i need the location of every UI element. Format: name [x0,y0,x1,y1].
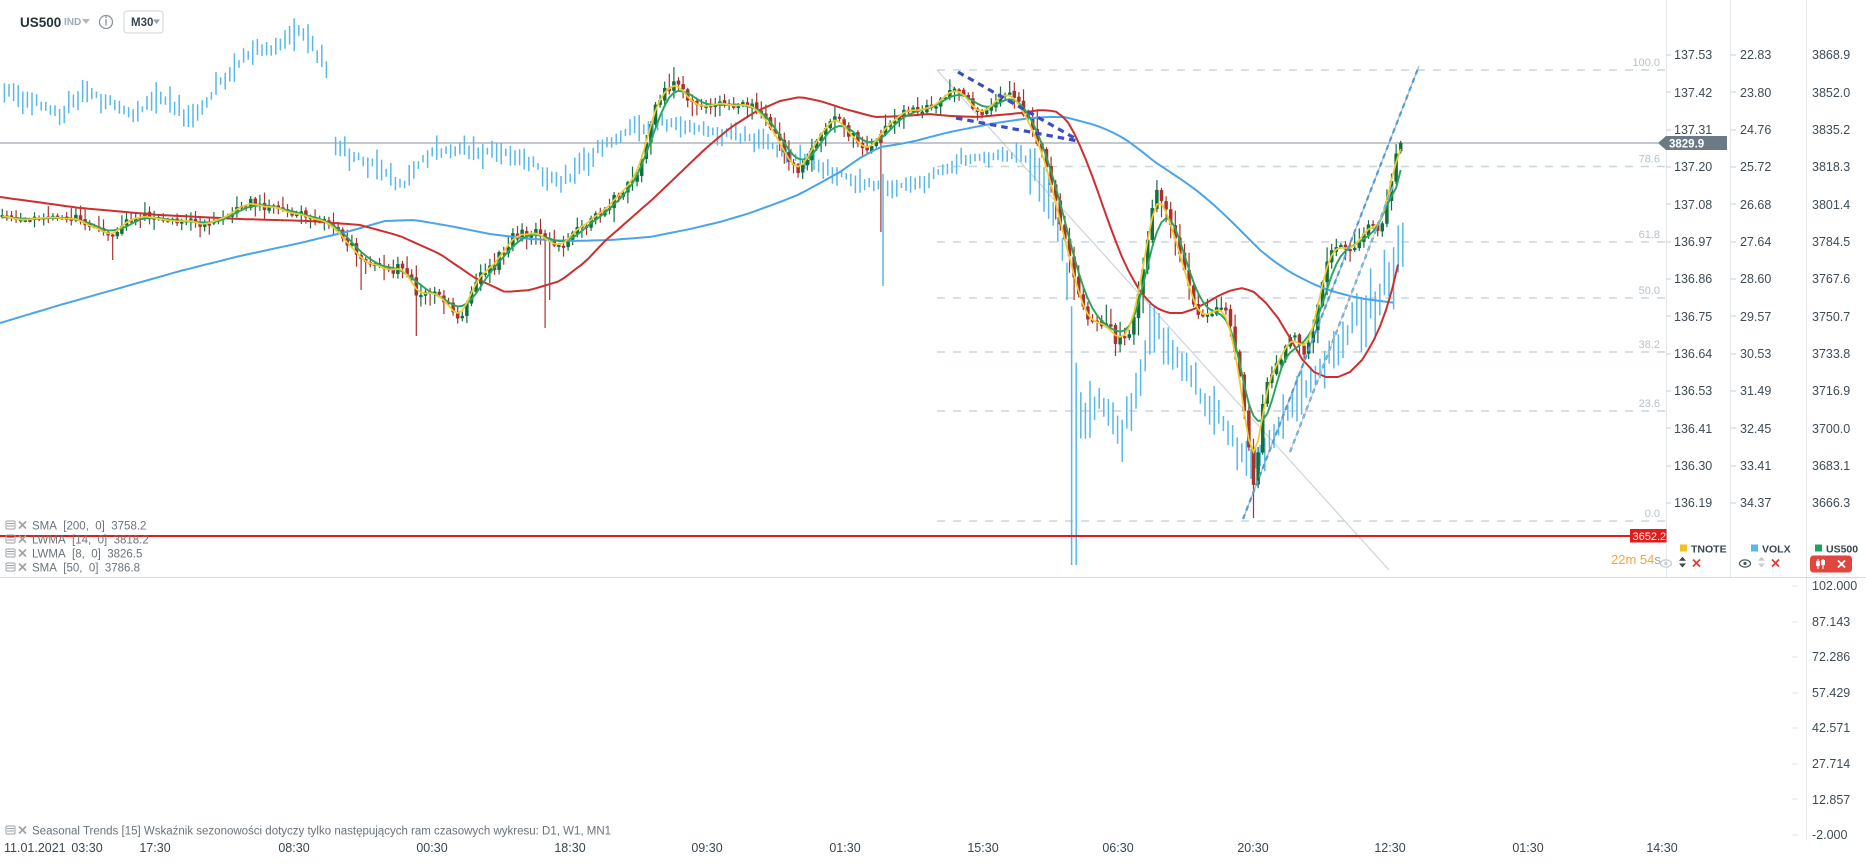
svg-text:12.857: 12.857 [1812,793,1850,807]
svg-text:61.8: 61.8 [1639,229,1660,241]
svg-text:38.2: 38.2 [1639,339,1660,351]
svg-text:136.19: 136.19 [1674,496,1712,510]
svg-text:14:30: 14:30 [1646,841,1677,855]
svg-text:17:30: 17:30 [139,841,170,855]
svg-text:3852.0: 3852.0 [1812,86,1850,100]
svg-text:US500: US500 [20,15,61,30]
svg-text:Seasonal Trends [15] Wskaźnik: Seasonal Trends [15] Wskaźnik sezonowośc… [32,826,611,838]
svg-text:3801.4: 3801.4 [1812,198,1850,212]
svg-text:06:30: 06:30 [1102,841,1133,855]
svg-text:SMA [50, 0] 3786.8: SMA [50, 0] 3786.8 [32,563,140,575]
svg-text:102.000: 102.000 [1812,579,1857,593]
svg-text:57.429: 57.429 [1812,686,1850,700]
svg-text:136.97: 136.97 [1674,235,1712,249]
svg-text:0.0: 0.0 [1645,508,1660,520]
svg-text:00:30: 00:30 [416,841,447,855]
svg-text:3700.0: 3700.0 [1812,422,1850,436]
svg-text:136.53: 136.53 [1674,384,1712,398]
svg-text:3666.3: 3666.3 [1812,496,1850,510]
svg-text:31.49: 31.49 [1740,384,1771,398]
svg-text:34.37: 34.37 [1740,496,1771,510]
svg-text:SMA [200, 0] 3758.2: SMA [200, 0] 3758.2 [32,521,146,533]
svg-text:33.41: 33.41 [1740,459,1771,473]
svg-text:78.6: 78.6 [1639,154,1660,166]
svg-text:137.53: 137.53 [1674,48,1712,62]
svg-text:50.0: 50.0 [1639,285,1660,297]
svg-text:03:30: 03:30 [71,841,102,855]
svg-text:18:30: 18:30 [554,841,585,855]
svg-text:TNOTE: TNOTE [1691,544,1727,556]
svg-text:15:30: 15:30 [967,841,998,855]
svg-text:US500: US500 [1826,544,1858,556]
svg-text:3767.6: 3767.6 [1812,272,1850,286]
svg-text:M30: M30 [131,17,153,29]
svg-text:3835.2: 3835.2 [1812,123,1850,137]
svg-text:25.72: 25.72 [1740,160,1771,174]
svg-text:29.57: 29.57 [1740,310,1771,324]
svg-text:LWMA [8, 0] 3826.5: LWMA [8, 0] 3826.5 [32,549,142,561]
svg-text:136.30: 136.30 [1674,459,1712,473]
svg-text:27.64: 27.64 [1740,235,1771,249]
svg-text:137.42: 137.42 [1674,86,1712,100]
svg-text:3784.5: 3784.5 [1812,235,1850,249]
svg-text:3868.9: 3868.9 [1812,48,1850,62]
svg-text:136.75: 136.75 [1674,310,1712,324]
svg-text:30.53: 30.53 [1740,347,1771,361]
svg-text:26.68: 26.68 [1740,198,1771,212]
svg-text:IND: IND [64,17,81,28]
svg-text:-2.000: -2.000 [1812,828,1847,842]
svg-text:LWMA [14, 0] 3818.2: LWMA [14, 0] 3818.2 [32,535,149,547]
svg-text:137.20: 137.20 [1674,160,1712,174]
svg-text:28.60: 28.60 [1740,272,1771,286]
svg-text:24.76: 24.76 [1740,123,1771,137]
svg-text:87.143: 87.143 [1812,615,1850,629]
svg-text:3733.8: 3733.8 [1812,347,1850,361]
svg-text:27.714: 27.714 [1812,757,1850,771]
svg-text:32.45: 32.45 [1740,422,1771,436]
svg-text:11.01.2021: 11.01.2021 [4,841,66,855]
svg-text:3652.2: 3652.2 [1633,531,1667,543]
svg-text:3683.1: 3683.1 [1812,459,1850,473]
svg-text:136.86: 136.86 [1674,272,1712,286]
svg-text:137.08: 137.08 [1674,198,1712,212]
svg-text:22.83: 22.83 [1740,48,1771,62]
svg-text:136.41: 136.41 [1674,422,1712,436]
svg-text:01:30: 01:30 [829,841,860,855]
svg-text:VOLX: VOLX [1762,544,1791,556]
svg-text:3716.9: 3716.9 [1812,384,1850,398]
svg-text:42.571: 42.571 [1812,721,1850,735]
svg-text:136.64: 136.64 [1674,347,1712,361]
svg-text:23.80: 23.80 [1740,86,1771,100]
svg-text:3750.7: 3750.7 [1812,310,1850,324]
svg-text:3818.3: 3818.3 [1812,160,1850,174]
svg-text:08:30: 08:30 [278,841,309,855]
svg-text:20:30: 20:30 [1237,841,1268,855]
svg-text:137.31: 137.31 [1674,123,1712,137]
svg-text:3829.9: 3829.9 [1669,139,1704,151]
svg-text:09:30: 09:30 [691,841,722,855]
svg-text:22m 54s: 22m 54s [1611,552,1661,567]
svg-text:12:30: 12:30 [1374,841,1405,855]
svg-text:72.286: 72.286 [1812,650,1850,664]
svg-text:23.6: 23.6 [1639,398,1660,410]
svg-text:01:30: 01:30 [1512,841,1543,855]
svg-text:100.0: 100.0 [1632,57,1660,69]
